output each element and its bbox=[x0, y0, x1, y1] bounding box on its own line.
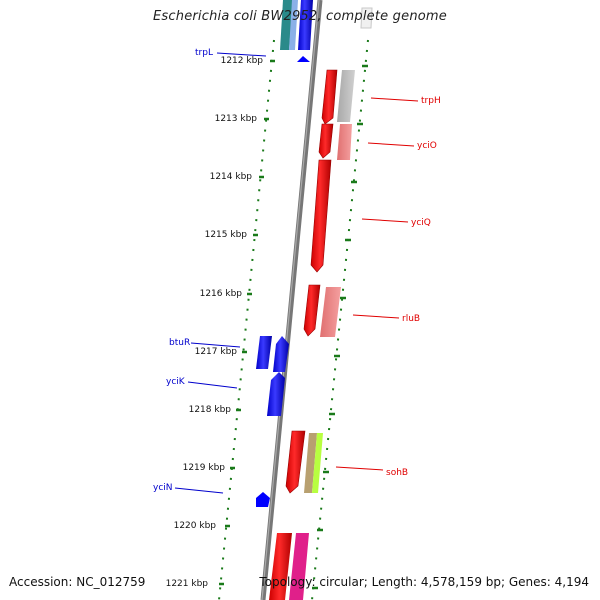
genome-backbone bbox=[260, 0, 323, 600]
ruler-label: 1220 kbp bbox=[174, 521, 217, 531]
ruler-label: 1215 kbp bbox=[205, 230, 248, 240]
ruler-label: 1212 kbp bbox=[221, 56, 264, 66]
gene-label-trph: trpH bbox=[421, 96, 441, 106]
gene-label-yciq: yciQ bbox=[411, 218, 431, 228]
reverse-gene-labels: trpL btuR yciK yciN bbox=[153, 48, 267, 494]
genome-summary: Topology: circular; Length: 4,578,159 bp… bbox=[259, 575, 589, 589]
ruler-label: 1221 kbp bbox=[166, 579, 209, 589]
left-tick-ring bbox=[218, 39, 275, 600]
ruler-label: 1217 kbp bbox=[195, 347, 238, 357]
gene-label-trpl: trpL bbox=[195, 48, 213, 58]
forward-gene-labels: trpH yciO yciQ rluB sohB bbox=[335, 96, 441, 478]
ruler-label: 1219 kbp bbox=[183, 463, 226, 473]
ruler-label: 1216 kbp bbox=[200, 289, 243, 299]
gene-label-btur: btuR bbox=[169, 338, 190, 348]
ruler-ticks bbox=[219, 59, 368, 590]
ruler-label: 1218 kbp bbox=[189, 405, 232, 415]
gene-label-ycio: yciO bbox=[417, 141, 437, 151]
gene-label-ycin: yciN bbox=[153, 483, 173, 493]
top-feature-cluster bbox=[280, 0, 373, 62]
gene-label-sohb: sohB bbox=[386, 468, 408, 478]
ruler-label: 1214 kbp bbox=[210, 172, 253, 182]
forward-genes bbox=[269, 69, 355, 600]
accession-label: Accession: NC_012759 bbox=[9, 575, 146, 589]
ruler-label: 1213 kbp bbox=[215, 114, 258, 124]
genome-title: Escherichia coli BW2952, complete genome bbox=[153, 9, 447, 24]
gene-label-rlub: rluB bbox=[402, 314, 420, 324]
gene-label-ycik: yciK bbox=[166, 377, 186, 387]
right-tick-ring bbox=[311, 39, 369, 600]
reverse-genes bbox=[256, 336, 289, 507]
